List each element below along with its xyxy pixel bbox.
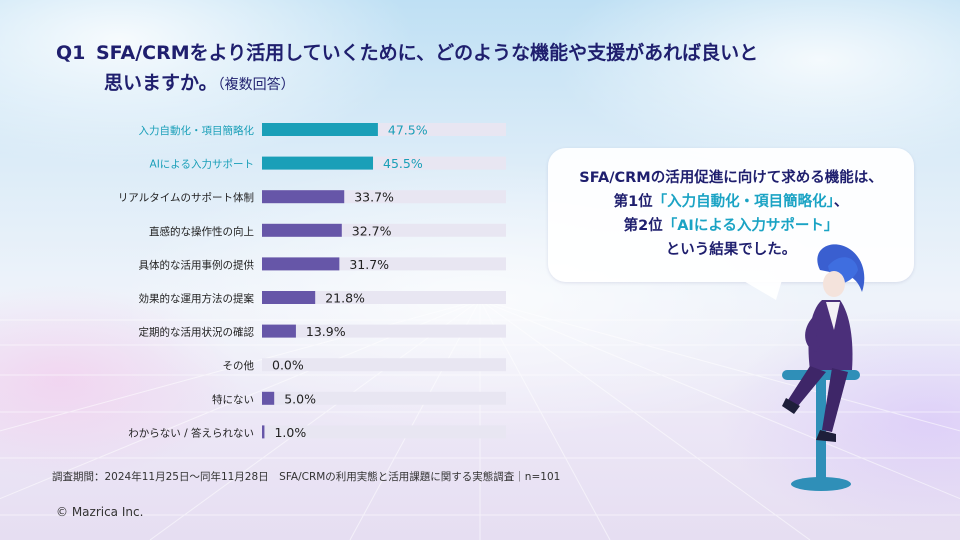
title-line-1: SFA/CRMをより活用していくために、どのような機能や支援があれば良いと [96, 42, 759, 64]
character-illustration [782, 244, 865, 491]
value-label: 45.5% [383, 156, 423, 171]
callout-line-1: SFA/CRMの活用促進に向けて求める機能は、 [579, 170, 883, 186]
callout-line-2: 第1位「入力自動化・項目簡略化」、 [613, 194, 849, 210]
callout-line-4: という結果でした。 [665, 242, 797, 258]
value-label: 33.7% [354, 190, 394, 205]
value-label: 5.0% [284, 391, 316, 406]
bar-track [262, 358, 506, 372]
bar [262, 190, 345, 204]
bar-track [262, 391, 506, 405]
bar [262, 425, 265, 439]
category-label: 具体的な活用事例の提供 [139, 258, 255, 271]
bar [262, 223, 342, 237]
category-label: 直感的な操作性の向上 [149, 225, 254, 238]
copyright: © Mazrica Inc. [56, 505, 144, 519]
callout-tail [742, 280, 782, 300]
value-label: 31.7% [349, 257, 389, 272]
bar [262, 257, 340, 271]
category-label: 特にない [212, 394, 254, 406]
bar [262, 391, 275, 405]
category-label: 定期的な活用状況の確認 [139, 326, 255, 339]
question-number: Q1 [56, 42, 86, 64]
bar [262, 156, 374, 170]
value-label: 21.8% [325, 291, 365, 306]
bar [262, 291, 316, 304]
callout-highlight-1: 「入力自動化・項目簡略化」 [652, 194, 834, 210]
category-label: その他 [223, 359, 255, 372]
category-label: 効果的な運用方法の提案 [139, 292, 255, 305]
bar-track [262, 291, 506, 304]
value-label: 32.7% [352, 223, 392, 238]
category-label: AIによる入力サポート [150, 158, 254, 171]
value-label: 13.9% [306, 324, 346, 339]
title-note: （複数回答） [217, 77, 295, 93]
callout-highlight-2: 「AIによる入力サポート」 [662, 218, 839, 234]
bar-track [262, 324, 506, 338]
value-label: 47.5% [388, 123, 428, 138]
bar-track [262, 425, 506, 439]
category-label: 入力自動化・項目簡略化 [139, 124, 255, 137]
survey-footnote: 調査期間：2024年11月25日～同年11月28日 SFA/CRMの利用実態と活… [52, 471, 561, 483]
value-label: 1.0% [274, 425, 306, 440]
bar [262, 123, 378, 136]
category-label: リアルタイムのサポート体制 [118, 191, 254, 204]
callout-line-3: 第2位「AIによる入力サポート」 [623, 218, 839, 234]
bar [262, 324, 296, 338]
category-label: わからない / 答えられない [128, 426, 254, 439]
question-title: Q1 SFA/CRMをより活用していくために、どのような機能や支援があれば良いと … [56, 38, 758, 100]
perspective-grid-floor [0, 300, 960, 540]
title-line-2: 思いますか。 [104, 72, 218, 94]
value-label: 0.0% [272, 358, 304, 373]
